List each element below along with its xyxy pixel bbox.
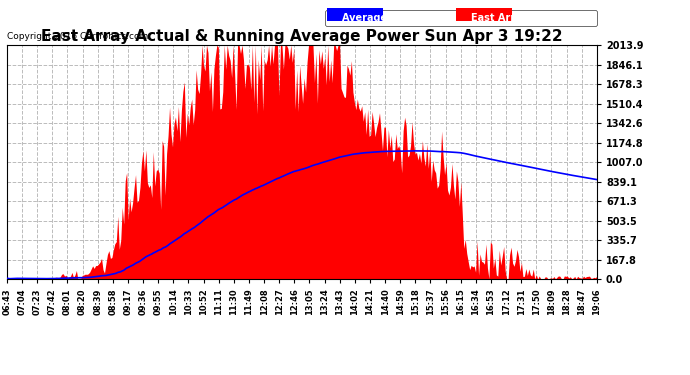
Title: East Array Actual & Running Average Power Sun Apr 3 19:22: East Array Actual & Running Average Powe… <box>41 29 562 44</box>
Text: Copyright 2016 Cartronics.com: Copyright 2016 Cartronics.com <box>7 32 148 41</box>
Legend: Average  (DC Watts), East Array  (DC Watts): Average (DC Watts), East Array (DC Watts… <box>324 10 597 26</box>
